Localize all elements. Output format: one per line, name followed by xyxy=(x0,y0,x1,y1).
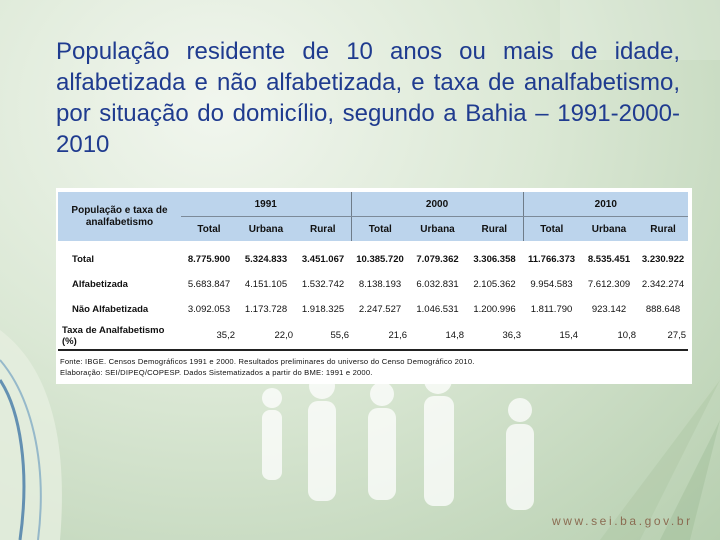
table-cell: 1.173.728 xyxy=(244,304,288,315)
table-cell: 6.032.831 xyxy=(416,279,459,290)
table-cell: 888.648 xyxy=(645,304,681,315)
subheader-rural: Rural xyxy=(466,216,524,241)
table-cell: 9.954.583 xyxy=(530,279,573,290)
table-cell: 36,3 xyxy=(466,322,524,351)
subheader-urbana: Urbana xyxy=(409,216,467,241)
table-cell: 7.079.362 xyxy=(416,254,459,265)
table-row-taxa: Taxa de Analfabetismo (%) 35,2 22,0 55,6… xyxy=(58,322,689,351)
subheader-urbana: Urbana xyxy=(237,216,295,241)
table-cell: 15,4 xyxy=(523,322,581,351)
table-cell: 4.151.105 xyxy=(244,279,288,290)
table-cell: 22,0 xyxy=(237,322,295,351)
table-cell: 8.138.193 xyxy=(358,279,402,290)
table-row-nao-alfabetizada: Não Alfabetizada 3.092.053 1.173.728 1.9… xyxy=(58,297,688,322)
table-cell: 1.046.531 xyxy=(416,304,459,315)
table-cell: 8.775.900 xyxy=(187,254,231,265)
source-note: Fonte: IBGE. Censos Demográficos 1991 e … xyxy=(60,357,475,366)
table-cell: 1.532.742 xyxy=(301,279,345,290)
header-year-2010: 2010 xyxy=(522,192,689,217)
data-table-panel: População e taxa de analfabetismo 1991 2… xyxy=(56,188,692,384)
table-cell: 27,5 xyxy=(638,322,689,351)
table-cell: 5.683.847 xyxy=(187,279,231,290)
header-year-2000: 2000 xyxy=(350,192,524,217)
header-population-label: População e taxa de analfabetismo xyxy=(58,192,181,241)
table-cell: 21,6 xyxy=(351,322,410,351)
table-cell: 8.535.451 xyxy=(587,254,631,265)
table-cell: 1.811.790 xyxy=(530,304,573,315)
table-cell: 3.306.358 xyxy=(473,254,516,265)
table-cell: 2.342.274 xyxy=(641,279,685,290)
header-year-1991: 1991 xyxy=(181,192,352,217)
table-notes: Fonte: IBGE. Censos Demográficos 1991 e … xyxy=(60,356,688,378)
table-cell: 10.385.720 xyxy=(356,254,404,265)
table-cell: 3.092.053 xyxy=(187,304,231,315)
table-cell: 14,8 xyxy=(409,322,467,351)
subheader-rural: Rural xyxy=(638,216,689,241)
table-cell: 2.105.362 xyxy=(473,279,516,290)
table-cell: 1.918.325 xyxy=(301,304,345,315)
elaboration-note: Elaboração: SEI/DIPEQ/COPESP. Dados Sist… xyxy=(60,368,373,377)
table-cell: 2.247.527 xyxy=(358,304,402,315)
subheader-rural: Rural xyxy=(295,216,352,241)
table-row-total: Total 8.775.900 5.324.833 3.451.067 10.3… xyxy=(58,241,688,272)
row-label: Taxa de Analfabetismo (%) xyxy=(58,322,181,351)
table-cell: 55,6 xyxy=(295,322,352,351)
table-cell: 11.766.373 xyxy=(528,254,576,265)
subheader-total: Total xyxy=(181,216,237,241)
table-cell: 1.200.996 xyxy=(473,304,516,315)
table-cell: 7.612.309 xyxy=(587,279,631,290)
literacy-table: População e taxa de analfabetismo 1991 2… xyxy=(58,192,689,351)
table-cell: 35,2 xyxy=(181,322,237,351)
row-label: Total xyxy=(72,254,94,265)
row-label: Não Alfabetizada xyxy=(72,304,149,315)
subheader-total: Total xyxy=(522,216,581,241)
table-cell: 923.142 xyxy=(591,304,627,315)
table-row-alfabetizada: Alfabetizada 5.683.847 4.151.105 1.532.7… xyxy=(58,272,688,297)
subheader-urbana: Urbana xyxy=(580,216,639,241)
table-cell: 3.230.922 xyxy=(641,254,685,265)
table-cell: 5.324.833 xyxy=(244,254,288,265)
slide-title: População residente de 10 anos ou mais d… xyxy=(56,38,680,158)
row-label: Alfabetizada xyxy=(72,279,128,290)
table-cell: 3.451.067 xyxy=(301,254,345,265)
website-footer: www.sei.ba.gov.br xyxy=(552,514,693,528)
table-cell: 10,8 xyxy=(580,322,639,351)
subheader-total: Total xyxy=(350,216,410,241)
